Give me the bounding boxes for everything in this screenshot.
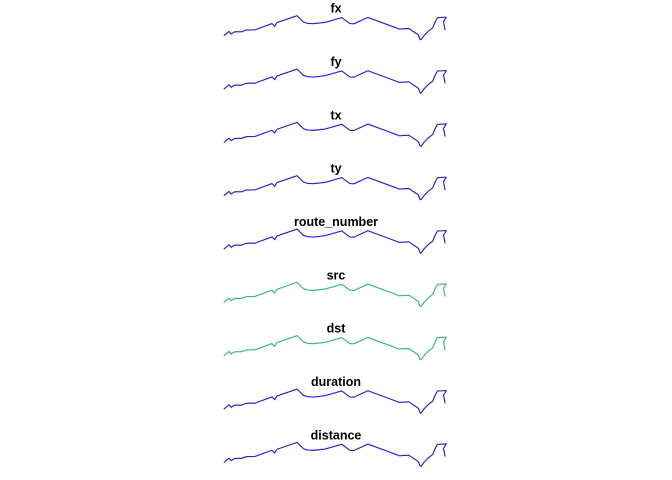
- svg-text:distance: distance: [311, 428, 362, 442]
- svg-text:dst: dst: [327, 322, 347, 336]
- svg-text:fy: fy: [330, 55, 341, 69]
- svg-text:src: src: [327, 268, 346, 282]
- svg-text:tx: tx: [330, 108, 341, 122]
- svg-text:fx: fx: [330, 2, 341, 16]
- svg-text:ty: ty: [330, 162, 341, 176]
- svg-text:duration: duration: [311, 375, 361, 389]
- svg-text:route_number: route_number: [294, 215, 378, 229]
